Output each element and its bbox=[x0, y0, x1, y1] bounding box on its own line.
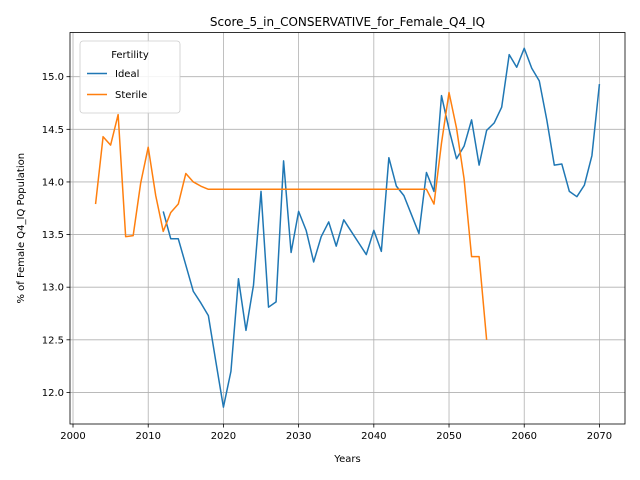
legend-label-sterile: Sterile bbox=[115, 90, 147, 101]
x-tick-label: 2020 bbox=[211, 431, 236, 442]
chart-title: Score_5_in_CONSERVATIVE_for_Female_Q4_IQ bbox=[210, 15, 485, 29]
x-tick-label: 2030 bbox=[286, 431, 311, 442]
y-tick-label: 14.0 bbox=[42, 177, 64, 188]
legend-title: Fertility bbox=[111, 50, 149, 61]
series-line-ideal bbox=[162, 47, 601, 408]
x-axis-label: Years bbox=[333, 454, 360, 465]
x-tick-label: 2050 bbox=[436, 431, 461, 442]
y-tick-label: 12.0 bbox=[42, 388, 64, 399]
axis-ticks: 2000 2010 2020 2030 2040 2050 2060 2070 12.0 12.5… bbox=[42, 72, 612, 442]
series-line-sterile bbox=[94, 91, 488, 340]
legend-items: Ideal Sterile bbox=[87, 69, 147, 101]
grid bbox=[70, 32, 625, 424]
legend-label-ideal: Ideal bbox=[115, 69, 139, 80]
y-tick-label: 13.0 bbox=[42, 283, 64, 294]
x-tick-label: 2060 bbox=[512, 431, 537, 442]
y-tick-label: 12.5 bbox=[42, 335, 64, 346]
x-tick-label: 2070 bbox=[587, 431, 612, 442]
x-tick-label: 2040 bbox=[361, 431, 386, 442]
plot-area-frame bbox=[69, 32, 626, 425]
x-tick-label: 2010 bbox=[135, 431, 160, 442]
series-lines bbox=[94, 47, 601, 408]
legend: Fertility Ideal Sterile bbox=[79, 40, 181, 114]
y-axis-label: % of Female Q4_IQ Population bbox=[16, 153, 27, 304]
y-tick-label: 15.0 bbox=[42, 72, 64, 83]
y-tick-label: 14.5 bbox=[42, 125, 64, 136]
x-tick-label: 2000 bbox=[60, 431, 85, 442]
y-tick-label: 13.5 bbox=[42, 230, 64, 241]
